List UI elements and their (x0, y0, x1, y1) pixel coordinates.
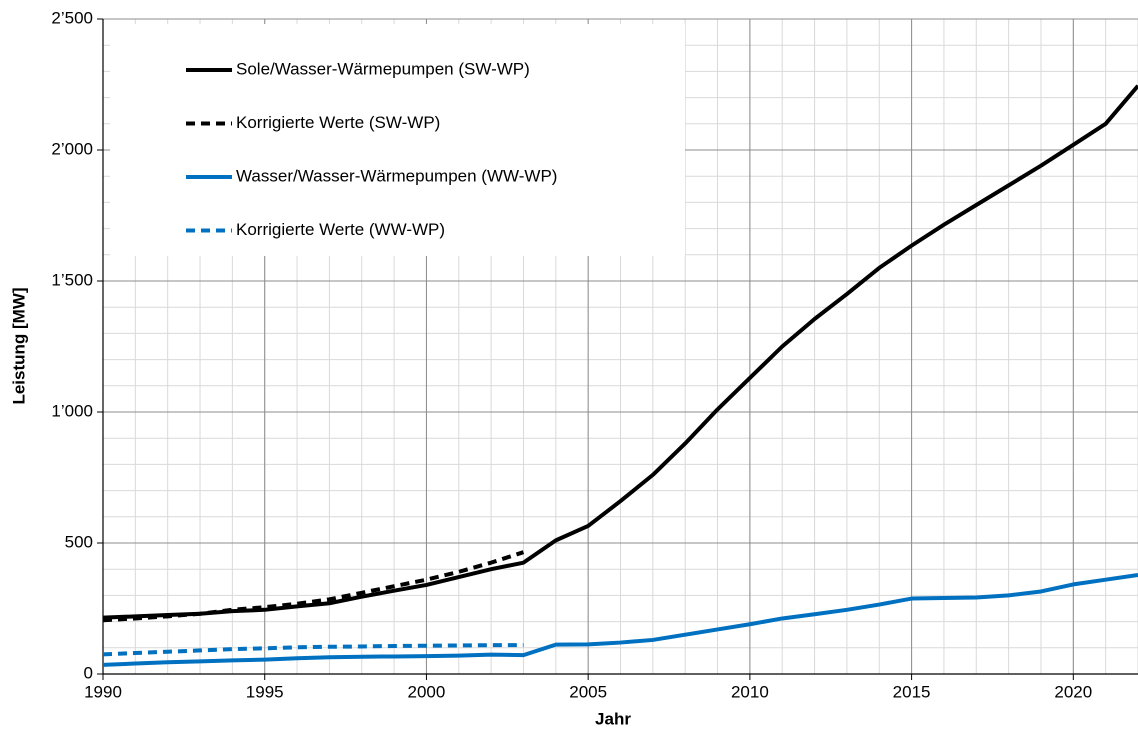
x-tick-label: 2000 (408, 682, 446, 701)
y-axis-label: Leistung [MW] (9, 287, 28, 404)
x-tick-label: 2020 (1054, 682, 1092, 701)
x-tick-label: 1995 (246, 682, 284, 701)
y-tick-label: 2’000 (51, 139, 93, 158)
series-line (102, 84, 1138, 620)
y-tick-label: 1’500 (51, 270, 93, 289)
legend-label: Wasser/Wasser-Wärmepumpen (WW-WP) (236, 166, 557, 185)
y-tick-label: 0 (84, 663, 93, 682)
legend-label: Korrigierte Werte (WW-WP) (236, 220, 445, 239)
legend-box (110, 24, 685, 256)
x-axis-label: Jahr (595, 709, 631, 728)
legend: Sole/Wasser-Wärmepumpen (SW-WP) Korrigier… (110, 24, 685, 256)
x-tick-label: 2015 (893, 682, 931, 701)
y-tick-label: 500 (65, 532, 93, 551)
legend-label: Korrigierte Werte (SW-WP) (236, 113, 440, 132)
x-tick-label: 2010 (731, 682, 769, 701)
series-line (102, 572, 1138, 667)
x-tick-label: 1990 (84, 682, 122, 701)
y-tick-label: 1’000 (51, 401, 93, 420)
series-line (102, 550, 525, 623)
legend-label: Sole/Wasser-Wärmepumpen (SW-WP) (236, 59, 530, 78)
series-line (102, 643, 524, 657)
y-tick-label: 2’500 (51, 8, 93, 27)
x-tick-label: 2005 (569, 682, 607, 701)
